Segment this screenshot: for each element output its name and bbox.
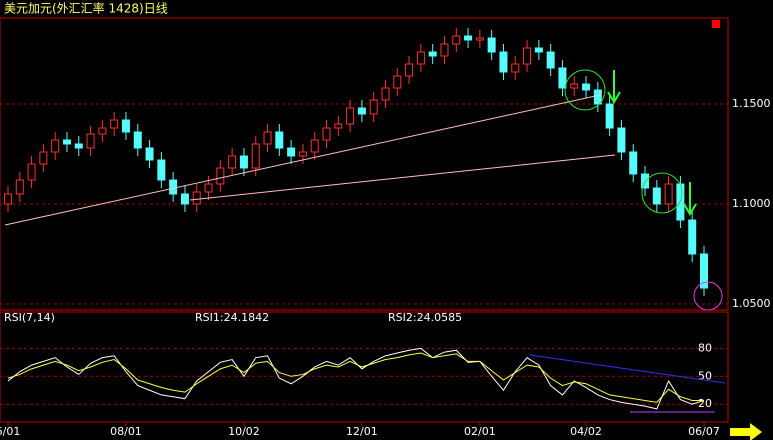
trend-line — [189, 154, 616, 201]
scroll-button[interactable] — [730, 423, 762, 440]
candle-body — [464, 35, 473, 41]
candle-body — [275, 131, 284, 149]
candle-body — [157, 159, 166, 181]
candle-body — [216, 167, 225, 185]
candle-body — [133, 131, 142, 149]
candle-body — [145, 147, 154, 161]
candle-body — [228, 155, 237, 169]
chart-title: 美元加元(外汇汇率 1428)日线 — [4, 1, 168, 16]
candle-body — [440, 43, 449, 57]
panel-marker — [712, 20, 720, 28]
candle-body — [4, 193, 12, 205]
candle-body — [605, 103, 614, 129]
x-tick-label: 06/07 — [688, 425, 720, 438]
arrow — [607, 70, 621, 104]
y-tick-label: 1.1500 — [732, 97, 771, 110]
candle-body — [334, 123, 343, 129]
rsi-panel — [0, 311, 729, 423]
candle-body — [180, 193, 189, 205]
rsi-line — [7, 352, 705, 403]
candle-body — [523, 47, 532, 65]
candle-body — [511, 63, 520, 73]
candle-body — [700, 253, 708, 289]
y-tick-label: 1.0500 — [732, 297, 771, 310]
annotations — [4, 69, 762, 440]
candle-body — [27, 163, 36, 181]
candle-body — [98, 127, 107, 135]
candle-body — [617, 127, 626, 153]
candle-body — [416, 51, 425, 65]
candle-body — [51, 139, 60, 153]
rsi-line — [7, 347, 705, 410]
trend-line — [4, 94, 601, 226]
candle-body — [475, 37, 484, 41]
x-tick-label: 10/02 — [228, 425, 260, 438]
candle-body — [15, 179, 24, 195]
candle-body — [62, 139, 71, 145]
x-tick-label: 02/01 — [464, 425, 496, 438]
candle-body — [121, 119, 130, 133]
candle-body — [310, 139, 319, 153]
candle-body — [110, 119, 119, 129]
candle-body — [74, 143, 83, 149]
candle-body — [39, 151, 48, 165]
highlight-circle — [693, 281, 723, 311]
candle-body — [393, 75, 402, 89]
candle-body — [169, 179, 178, 195]
y-tick-label: 1.1000 — [732, 197, 771, 210]
candle-body — [369, 99, 378, 115]
candle-body — [86, 133, 95, 149]
candle-body — [641, 173, 650, 189]
candle-body — [688, 219, 697, 255]
candle-body — [593, 89, 602, 105]
rsi-trend-line — [529, 354, 726, 384]
rsi-tick-label: 80 — [698, 341, 712, 354]
rsi-title: RSI(7,14) — [4, 311, 55, 324]
candle-body — [428, 51, 437, 57]
candle-body — [405, 63, 414, 77]
candle-body — [204, 183, 213, 193]
candle-body — [570, 83, 579, 89]
candle-body — [357, 107, 366, 115]
candle-body — [582, 83, 591, 91]
candle-body — [239, 155, 248, 169]
candle-body — [298, 151, 307, 157]
candle-body — [534, 47, 543, 53]
candle-body — [287, 147, 296, 157]
highlight-circle — [641, 172, 683, 214]
candle-body — [652, 187, 661, 205]
candle-body — [346, 107, 355, 125]
x-tick-label: 04/02 — [570, 425, 602, 438]
candle-body — [499, 51, 508, 73]
rsi-tick-label: 20 — [698, 397, 712, 410]
rsi2-legend: RSI2:24.0585 — [388, 311, 462, 324]
candle-body — [251, 143, 260, 169]
candle-body — [322, 127, 331, 141]
x-tick-label: 6/01 — [0, 425, 20, 438]
x-tick-label: 08/01 — [110, 425, 142, 438]
rsi-tick-label: 50 — [698, 369, 712, 382]
price-panel — [0, 17, 729, 311]
candle-body — [664, 183, 673, 205]
x-tick-label: 12/01 — [346, 425, 378, 438]
candle-body — [263, 131, 272, 145]
rsi1-legend: RSI1:24.1842 — [195, 311, 269, 324]
candle-body — [192, 191, 201, 205]
highlight-circle — [564, 69, 606, 111]
arrow — [683, 182, 697, 216]
candle-body — [546, 51, 555, 69]
candle-body — [452, 35, 461, 45]
candle-body — [629, 151, 638, 175]
candle-body — [487, 37, 496, 53]
candle-body — [381, 87, 390, 101]
candle-body — [558, 67, 567, 89]
